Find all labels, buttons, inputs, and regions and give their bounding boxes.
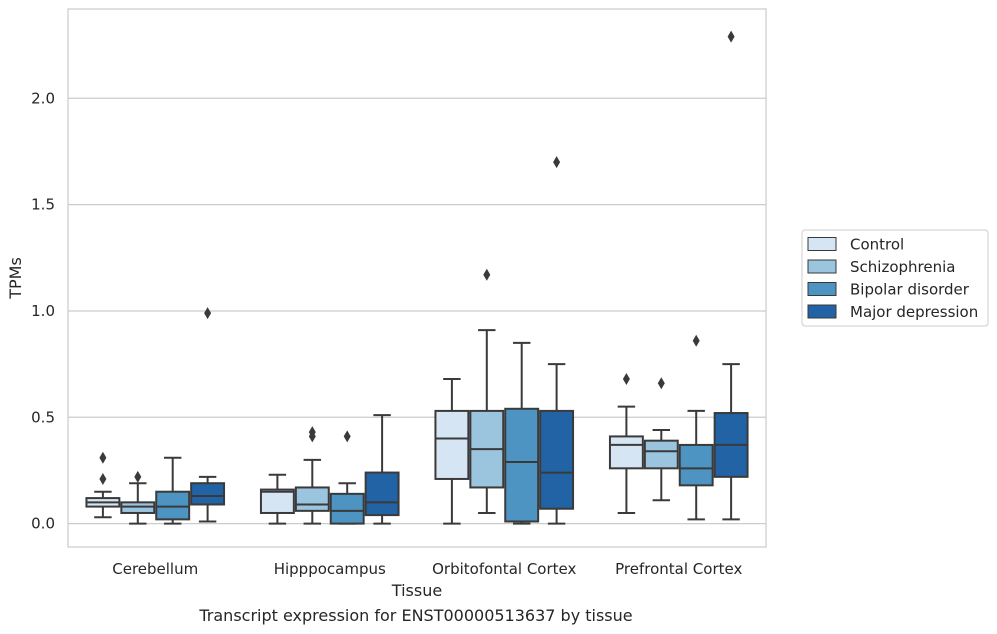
gridlines [68, 97, 766, 525]
y-tick-label: 2.0 [31, 89, 55, 107]
box-iqr [190, 482, 226, 506]
box-control [434, 378, 470, 525]
box-bipolar-disorder [155, 456, 191, 525]
legend-swatch [807, 304, 837, 319]
box-iqr [608, 435, 644, 470]
y-tick-label: 0.5 [31, 408, 55, 426]
box-plots [85, 30, 749, 525]
y-tick-label: 1.0 [31, 302, 55, 320]
box-control [259, 473, 295, 525]
box-iqr [364, 471, 400, 517]
legend-label: Control [850, 236, 904, 254]
legend-label: Schizophrenia [850, 258, 955, 276]
box-iqr [434, 409, 470, 480]
legend-label: Bipolar disorder [850, 281, 970, 299]
outlier-point [99, 472, 107, 485]
outlier-point [308, 426, 316, 439]
x-tick-label: Hipppocampus [274, 560, 386, 578]
y-tick-labels: 0.0 0.5 1.0 1.5 2.0 [31, 89, 55, 532]
box-iqr [120, 501, 156, 514]
box-iqr [294, 486, 330, 512]
box-iqr [155, 490, 191, 521]
outlier-point [134, 470, 142, 483]
box-iqr [539, 409, 575, 510]
box-bipolar-disorder [678, 334, 714, 521]
x-tick-label: Cerebellum [112, 560, 198, 578]
outlier-point [727, 30, 735, 43]
box-bipolar-disorder [504, 341, 540, 525]
outlier-point [622, 373, 630, 386]
legend-swatch [807, 237, 837, 251]
box-schizophrenia [294, 426, 330, 525]
box-major-depression [190, 307, 226, 523]
box-iqr [504, 407, 540, 523]
outlier-point [343, 430, 351, 443]
box-major-depression [713, 30, 749, 521]
outlier-point [553, 156, 561, 169]
legend-swatch [807, 282, 837, 296]
box-major-depression [539, 156, 575, 525]
y-tick-label: 1.5 [31, 196, 55, 214]
legend-frame [801, 229, 989, 327]
outlier-point [99, 451, 107, 464]
figure-caption: Transcript expression for ENST0000051363… [199, 606, 633, 625]
x-axis-label: Tissue [391, 581, 442, 600]
x-tick-label: Prefrontal Cortex [615, 560, 742, 578]
outlier-point [692, 334, 700, 347]
x-tick-label: Orbitofontal Cortex [432, 560, 576, 578]
box-schizophrenia [643, 377, 679, 502]
legend-swatch [807, 259, 837, 274]
box-bipolar-disorder [329, 430, 365, 525]
box-schizophrenia [120, 470, 156, 525]
box-control [608, 373, 644, 514]
x-tick-labels: Cerebellum Hipppocampus Orbitofontal Corte… [112, 560, 742, 578]
box-iqr [643, 439, 679, 470]
box-iqr [329, 492, 365, 525]
outlier-point [483, 268, 491, 281]
box-iqr [259, 488, 295, 514]
box-control [85, 451, 121, 519]
plot-frame [67, 8, 767, 548]
legend-label: Major depression [850, 303, 978, 321]
outlier-point [657, 377, 665, 390]
legend: Control Schizophrenia Bipolar disorder Majo… [801, 229, 989, 327]
box-major-depression [364, 414, 400, 525]
outlier-point [204, 307, 212, 320]
y-axis-label: TPMs [6, 257, 25, 300]
box-iqr [678, 443, 714, 487]
y-tick-label: 0.0 [31, 515, 55, 533]
box-schizophrenia [469, 268, 505, 514]
